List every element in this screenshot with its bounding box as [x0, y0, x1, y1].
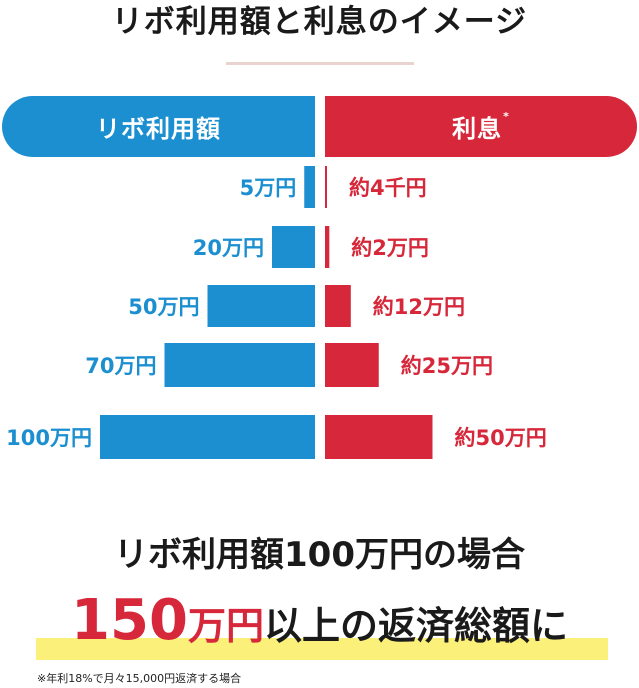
header-revo-amount: リボ利用額	[2, 96, 315, 157]
butterfly-chart: 5万円 約4千円 20万円 約2万円 50万円 約12万円 70万円 約25万円 100万円 約5…	[6, 165, 547, 495]
header-interest-mark: *	[503, 110, 510, 123]
revo-bar	[207, 285, 315, 327]
title-underline	[226, 62, 414, 65]
revo-bar	[304, 166, 315, 208]
interest-bar	[325, 343, 379, 387]
summary-total-unit: 万円	[187, 604, 264, 648]
revo-bar	[164, 343, 315, 387]
summary-headline: リボ利用額100万円の場合	[114, 535, 525, 575]
revo-value-label: 5万円	[240, 176, 297, 200]
header-interest: 利息 *	[325, 96, 637, 157]
interest-value-label: 約4千円	[349, 176, 427, 200]
page-title: リボ利用額と利息のイメージ	[111, 4, 528, 40]
header-interest-label: 利息	[452, 115, 503, 143]
footnote: ※年利18%で月々15,000円返済する場合	[37, 672, 242, 685]
interest-value-label: 約2万円	[351, 236, 429, 260]
revo-bar	[272, 226, 315, 268]
interest-value-label: 約12万円	[373, 295, 465, 319]
interest-value-label: 約50万円	[455, 426, 547, 450]
revo-value-label: 50万円	[128, 295, 199, 319]
interest-value-label: 約25万円	[401, 354, 493, 378]
highlight-marker	[36, 638, 608, 660]
interest-bar	[325, 166, 327, 208]
revo-bar	[100, 415, 315, 459]
header-revo-amount-label: リボ利用額	[96, 115, 221, 143]
interest-bar	[325, 415, 433, 459]
summary-total: 150万円以上の返済総額に	[0, 586, 639, 669]
center-divider	[315, 165, 325, 495]
summary-total-number: 150	[71, 588, 188, 653]
interest-bar	[325, 285, 351, 327]
summary-total-text: 以上の返済総額に	[263, 604, 568, 648]
revo-value-label: 70万円	[85, 354, 156, 378]
revo-value-label: 100万円	[6, 426, 92, 450]
interest-bar	[325, 226, 330, 268]
revo-value-label: 20万円	[193, 236, 264, 260]
